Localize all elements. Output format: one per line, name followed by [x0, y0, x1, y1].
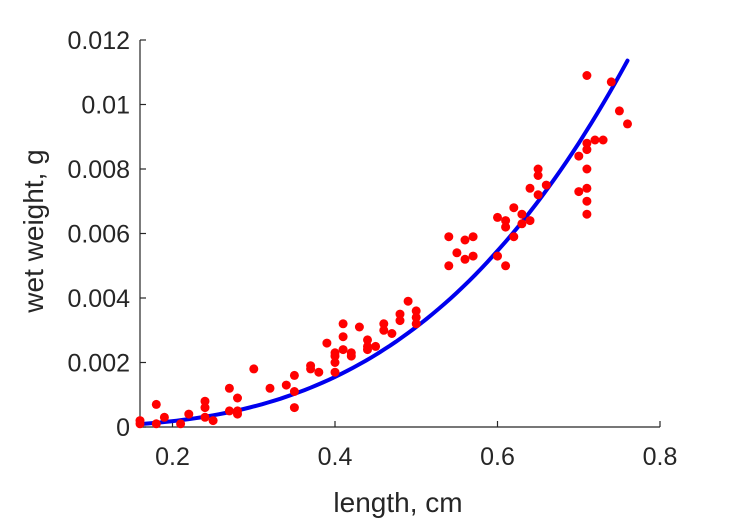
y-tick-label: 0	[116, 414, 130, 442]
data-point	[338, 345, 348, 355]
data-point	[354, 322, 364, 332]
data-point	[493, 251, 502, 261]
data-point	[411, 306, 421, 316]
data-point	[363, 341, 372, 351]
data-point	[151, 419, 161, 429]
data-point	[533, 171, 543, 180]
data-point	[176, 419, 186, 429]
x-tick-label: 0.4	[318, 443, 353, 471]
data-point	[614, 106, 624, 116]
data-point	[249, 364, 259, 374]
data-point	[582, 138, 592, 148]
data-point	[501, 222, 511, 232]
data-point	[200, 412, 210, 422]
data-point	[623, 119, 632, 129]
y-tick-label: 0.006	[67, 221, 130, 249]
y-tick-label: 0.002	[67, 350, 130, 378]
data-point	[452, 248, 462, 258]
data-point	[159, 412, 169, 422]
data-point	[460, 235, 470, 245]
data-point	[574, 187, 584, 197]
data-point	[541, 180, 551, 190]
data-point	[517, 219, 527, 229]
data-point	[582, 145, 592, 155]
data-point	[289, 387, 299, 396]
data-point	[590, 135, 600, 145]
data-point	[460, 254, 470, 264]
data-point	[468, 251, 478, 261]
data-point	[371, 341, 381, 351]
data-point	[517, 209, 527, 219]
data-point	[582, 164, 592, 174]
data-point	[346, 351, 356, 361]
data-point	[598, 135, 608, 145]
data-point	[525, 183, 535, 193]
data-point	[208, 416, 218, 426]
data-point	[444, 261, 454, 271]
data-point	[468, 232, 478, 242]
data-point	[363, 335, 372, 345]
data-point	[135, 416, 145, 426]
data-point	[289, 370, 299, 380]
data-point	[582, 196, 592, 206]
data-point	[501, 216, 511, 226]
data-point	[233, 393, 242, 403]
data-point	[289, 403, 299, 413]
data-point	[281, 380, 291, 390]
data-point	[509, 203, 519, 213]
data-point	[184, 409, 194, 419]
data-point	[525, 216, 535, 226]
x-tick-label: 0.6	[480, 443, 515, 471]
y-tick-label: 0.008	[67, 156, 130, 184]
data-point	[403, 296, 413, 306]
data-point	[338, 332, 348, 342]
data-point	[200, 396, 210, 406]
data-point	[379, 319, 389, 329]
data-point	[582, 71, 592, 80]
data-point	[265, 383, 275, 393]
data-point	[322, 338, 332, 348]
y-tick-label: 0.01	[81, 92, 130, 120]
data-point	[379, 325, 389, 335]
data-point	[493, 212, 502, 222]
data-point	[338, 319, 348, 329]
data-point	[200, 403, 210, 413]
ticks: 0.2 0.4 0.6 0.8 0 0.002 0.004 0.006 0.008 0.01 0.0…	[67, 27, 677, 471]
data-point	[606, 77, 616, 87]
data-point	[574, 151, 584, 161]
y-tick-label: 0.012	[67, 27, 130, 55]
data-point	[411, 312, 421, 322]
data-point	[306, 364, 316, 374]
y-tick-label: 0.004	[67, 285, 130, 313]
fit-curve	[138, 58, 630, 427]
data-point	[387, 329, 397, 338]
data-points-layer	[135, 71, 632, 429]
data-point	[533, 164, 543, 174]
data-point	[395, 309, 405, 319]
data-point	[395, 316, 405, 326]
x-tick-label: 0.2	[155, 443, 190, 471]
data-point	[330, 367, 340, 377]
data-point	[151, 399, 161, 409]
data-point	[233, 406, 242, 416]
x-tick-label: 0.8	[643, 443, 678, 471]
data-point	[509, 232, 519, 242]
fit-curve-layer	[138, 58, 630, 427]
data-point	[330, 358, 340, 367]
y-axis-label: wet weight, g	[18, 149, 49, 313]
x-axis-label: length, cm	[333, 487, 462, 518]
data-point	[582, 209, 592, 219]
data-point	[224, 383, 234, 393]
data-point	[314, 367, 324, 377]
data-point	[444, 232, 454, 242]
data-point	[411, 319, 421, 329]
data-point	[533, 190, 543, 200]
axes	[139, 40, 660, 428]
data-point	[501, 261, 511, 271]
data-point	[330, 348, 340, 358]
data-point	[224, 406, 234, 416]
data-point	[582, 183, 592, 193]
